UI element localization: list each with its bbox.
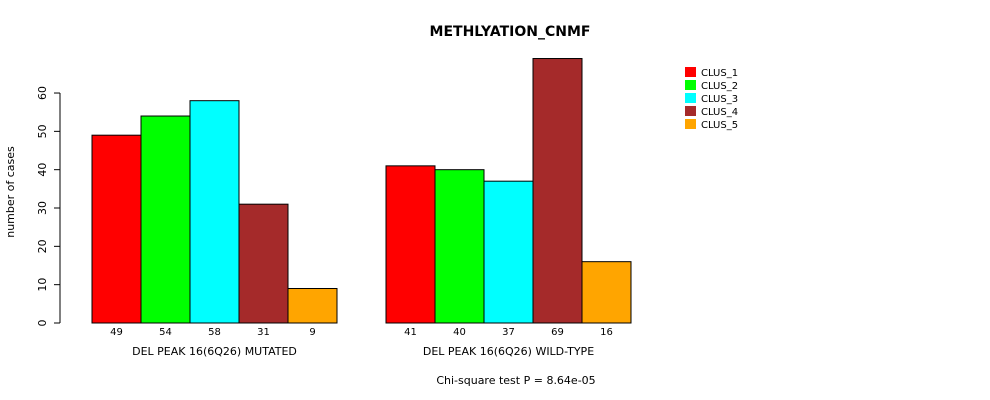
legend-swatch-clus-2: [685, 80, 696, 90]
bar-clus-4-group-2: [532, 58, 583, 324]
group-labels: 49 54 58 31 9 DEL PEAK 16(6Q26) MUTATED 41 40 37…: [110, 327, 613, 358]
legend-label-clus-1: CLUS_1: [701, 68, 738, 79]
count-label-clus-1-group-2: 41: [404, 327, 417, 338]
bar-clus-1-group-2: [385, 165, 436, 324]
count-label-clus-5-group-1: 9: [309, 327, 315, 338]
legend: CLUS_1 CLUS_2 CLUS_3 CLUS_4 CLUS_5: [685, 67, 738, 131]
count-label-clus-4-group-2: 69: [551, 327, 564, 338]
bar-clus-1-group-1: [91, 134, 142, 324]
y-tick-label-20: 20: [36, 239, 49, 253]
bars: [91, 58, 632, 324]
legend-swatch-clus-1: [685, 67, 696, 77]
legend-swatch-clus-3: [685, 93, 696, 103]
count-label-clus-2-group-2: 40: [453, 327, 466, 338]
y-axis: 0 10 20 30 40 50 60: [36, 86, 61, 327]
bar-clus-5-group-2: [581, 261, 632, 324]
bar-clus-2-group-1: [140, 115, 191, 324]
count-label-clus-1-group-1: 49: [110, 327, 123, 338]
y-tick-label-0: 0: [36, 320, 49, 327]
legend-swatch-clus-5: [685, 119, 696, 129]
y-axis-label: number of cases: [4, 146, 17, 238]
legend-label-clus-4: CLUS_4: [701, 107, 738, 118]
bar-clus-5-group-1: [287, 288, 338, 324]
chart-title: METHLYATION_CNMF: [430, 24, 591, 40]
count-label-clus-2-group-1: 54: [159, 327, 172, 338]
count-label-clus-5-group-2: 16: [600, 327, 613, 338]
count-label-clus-3-group-1: 58: [208, 327, 221, 338]
y-tick-label-60: 60: [36, 86, 49, 100]
group-label-2: DEL PEAK 16(6Q26) WILD-TYPE: [423, 345, 594, 358]
legend-label-clus-2: CLUS_2: [701, 81, 738, 92]
chi-square-footnote: Chi-square test P = 8.64e-05: [436, 374, 595, 387]
y-tick-label-40: 40: [36, 163, 49, 177]
bar-clus-3-group-2: [483, 180, 534, 324]
bar-clus-4-group-1: [238, 203, 289, 324]
group-label-1: DEL PEAK 16(6Q26) MUTATED: [132, 345, 297, 358]
y-tick-label-10: 10: [36, 278, 49, 292]
legend-label-clus-3: CLUS_3: [701, 94, 738, 105]
legend-swatch-clus-4: [685, 106, 696, 116]
bar-clus-3-group-1: [189, 100, 240, 324]
count-label-clus-4-group-1: 31: [257, 327, 270, 338]
y-tick-label-30: 30: [36, 201, 49, 215]
y-tick-label-50: 50: [36, 124, 49, 138]
legend-label-clus-5: CLUS_5: [701, 120, 738, 131]
bar-clus-2-group-2: [434, 169, 485, 324]
count-label-clus-3-group-2: 37: [502, 327, 515, 338]
